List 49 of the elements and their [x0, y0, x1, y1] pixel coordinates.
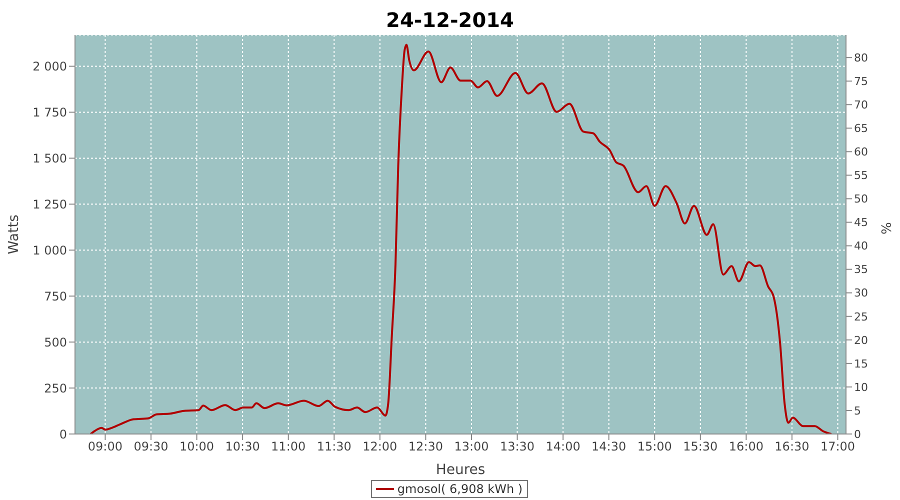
x-tick-label: 12:00	[362, 440, 398, 454]
x-tick-label: 10:00	[179, 440, 214, 454]
x-tick-label: 14:00	[546, 440, 580, 454]
x-tick-label: 15:00	[637, 440, 672, 454]
y2-tick-label: 5	[854, 404, 861, 418]
y2-tick-label: 30	[854, 286, 868, 300]
x-tick-label: 13:30	[500, 440, 535, 454]
y2-tick-label: 35	[854, 263, 868, 276]
y2-tick-label: 15	[854, 357, 868, 370]
y2-tick-label: 55	[854, 169, 868, 182]
x-tick-label: 10:30	[225, 440, 260, 454]
y-tick-label: 500	[44, 335, 67, 350]
x-tick-label: 12:30	[408, 440, 443, 454]
y-tick-label: 1 750	[32, 105, 67, 120]
y-tick-label: 1 000	[32, 243, 67, 258]
x-axis-title: Heures	[436, 462, 486, 478]
x-tick-label: 15:30	[683, 440, 718, 454]
y-tick-label: 2 000	[32, 60, 67, 74]
chart-title: 24-12-2014	[385, 8, 515, 32]
x-tick-label: 11:30	[316, 440, 352, 454]
y-tick-label: 750	[44, 289, 67, 304]
y2-tick-label: 10	[854, 380, 868, 394]
y-tick-label: 1 250	[32, 197, 67, 212]
y2-tick-label: 80	[854, 51, 868, 64]
x-tick-label: 16:00	[728, 440, 764, 454]
y2-tick-label: 60	[854, 146, 868, 159]
x-tick-label: 09:00	[88, 440, 123, 454]
y2-axis-title: %	[877, 222, 892, 234]
y2-tick-label: 50	[854, 192, 868, 206]
y-tick-label: 0	[59, 427, 67, 442]
y2-tick-label: 0	[854, 428, 861, 441]
x-tick-label: 09:30	[134, 440, 168, 454]
y2-tick-label: 40	[854, 240, 868, 253]
y2-tick-label: 65	[854, 122, 868, 136]
y-axis-title: Watts	[6, 214, 22, 254]
x-tick-label: 11:00	[271, 440, 306, 454]
line-series	[90, 44, 832, 434]
y2-tick-label: 20	[854, 334, 868, 347]
y-tick-label: 1 500	[32, 151, 67, 166]
legend-label: gmosol( 6,908 kWh )	[397, 482, 523, 496]
y-tick-label: 250	[44, 381, 67, 396]
y2-tick-label: 75	[854, 75, 868, 88]
x-tick-label: 13:00	[454, 440, 489, 454]
y2-tick-label: 70	[854, 98, 868, 112]
y2-tick-label: 25	[854, 310, 868, 324]
x-tick-label: 17:00	[820, 440, 856, 454]
y2-tick-label: 45	[854, 216, 868, 230]
x-tick-label: 14:30	[592, 440, 626, 454]
x-tick-label: 16:30	[774, 440, 810, 454]
